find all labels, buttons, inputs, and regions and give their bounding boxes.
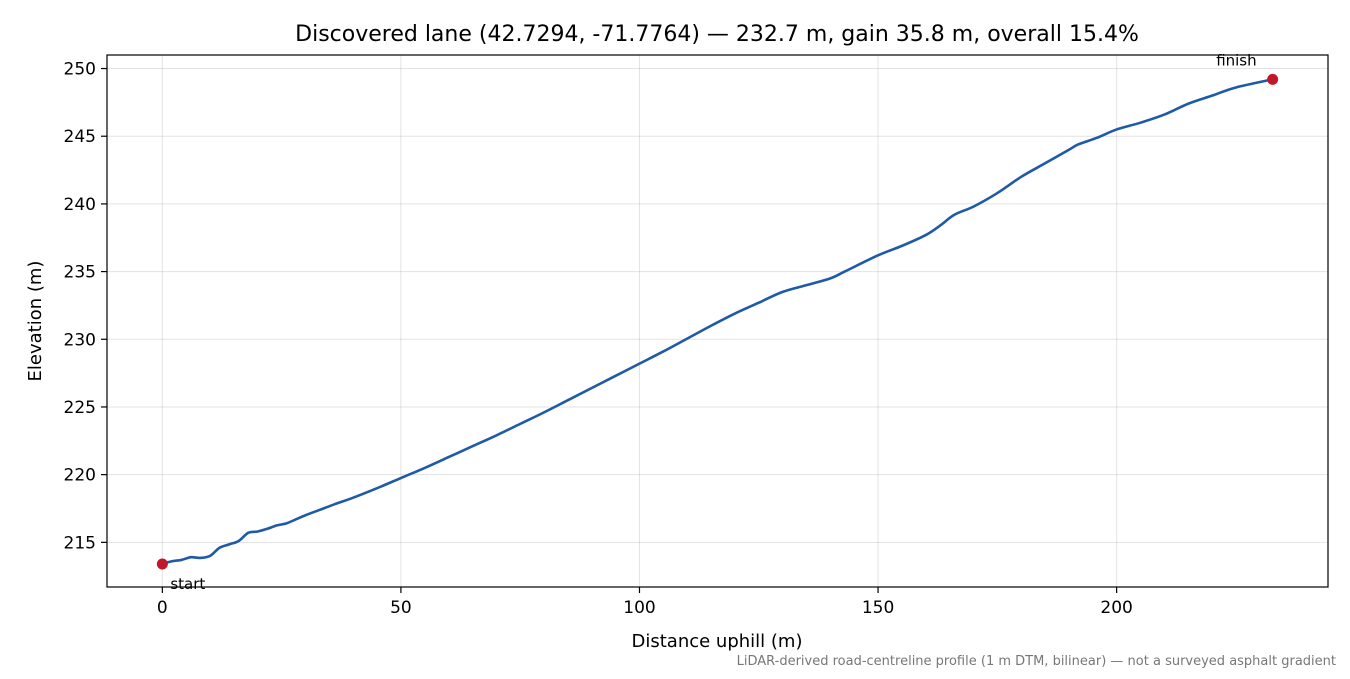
y-tick-label: 215	[64, 533, 96, 553]
y-tick-label: 230	[64, 330, 96, 350]
finish-label: finish	[1216, 51, 1256, 69]
start-marker	[156, 558, 168, 570]
markers-layer: start finish	[156, 51, 1279, 593]
x-tick-label: 200	[1100, 598, 1132, 618]
y-tick-label: 245	[64, 127, 96, 147]
axis-ticks: 0 50 100 150 200 215 220 225 230 235 240 245 250	[64, 60, 1133, 618]
chart-title: Discovered lane (42.7294, -71.7764) — 23…	[295, 22, 1139, 47]
x-tick-label: 100	[623, 598, 655, 618]
footnote: LiDAR-derived road-centreline profile (1…	[737, 654, 1336, 669]
series-layer	[161, 78, 1274, 566]
x-tick-label: 50	[390, 598, 412, 618]
x-tick-label: 150	[862, 598, 894, 618]
y-tick-label: 225	[64, 398, 96, 418]
x-axis-label: Distance uphill (m)	[632, 631, 803, 652]
y-tick-label: 240	[64, 195, 96, 215]
finish-marker	[1267, 73, 1279, 85]
y-tick-label: 235	[64, 263, 96, 283]
x-tick-label: 0	[157, 598, 168, 618]
plot-frame	[106, 54, 1329, 588]
elevation-line	[161, 78, 1274, 566]
grid	[107, 55, 1328, 587]
y-tick-label: 250	[64, 60, 96, 80]
start-label: start	[170, 575, 205, 593]
y-axis-label: Elevation (m)	[25, 261, 46, 382]
y-tick-label: 220	[64, 466, 96, 486]
